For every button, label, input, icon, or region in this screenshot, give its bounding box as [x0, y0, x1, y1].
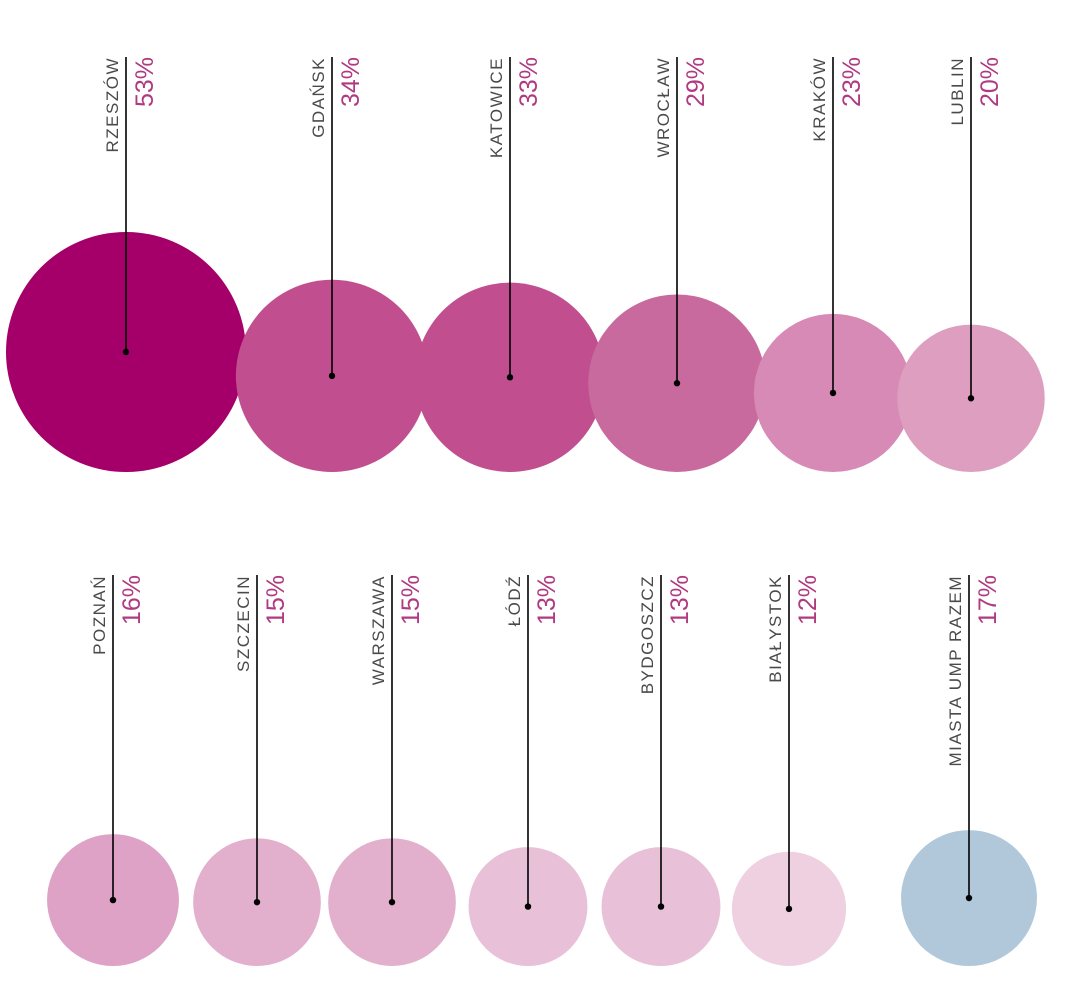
value-label: 13% [666, 575, 694, 625]
city-label: WARSZAWA [369, 575, 388, 685]
anchor-dot [524, 903, 532, 910]
anchor-dot [657, 903, 665, 910]
city-label: BYDGOSZCZ [638, 575, 657, 694]
bubble-item: SZCZECIN 15% [193, 575, 321, 966]
value-label: 13% [533, 575, 561, 625]
anchor-dot [829, 389, 837, 397]
city-label: POZNAŃ [90, 575, 109, 655]
bubble-item: RZESZÓW 53% [6, 57, 246, 472]
bubble-item: WROCŁAW 29% [588, 57, 766, 472]
value-label: 15% [397, 575, 425, 625]
city-label: WROCŁAW [654, 57, 673, 158]
anchor-dot [967, 395, 975, 402]
value-label: 12% [794, 575, 822, 625]
bubble-item: BYDGOSZCZ 13% [601, 575, 721, 966]
city-label: SZCZECIN [234, 575, 253, 672]
value-label: 33% [515, 57, 543, 107]
anchor-dot [122, 348, 130, 356]
city-label: KRAKÓW [810, 57, 829, 142]
bubble-item: GDAŃSK 34% [235, 57, 429, 473]
city-label: MIASTA UMP RAZEM [946, 575, 965, 767]
anchor-dot [109, 896, 117, 904]
value-label: 17% [974, 575, 1002, 625]
bubble-item: ŁÓDŹ 13% [468, 575, 588, 966]
city-label: LUBLIN [948, 57, 967, 126]
anchor-dot [253, 898, 261, 906]
value-label: 53% [131, 57, 159, 107]
value-label: 29% [682, 57, 710, 107]
bubble-item: POZNAŃ 16% [47, 575, 179, 967]
value-label: 34% [337, 57, 365, 107]
value-label: 15% [262, 575, 290, 625]
city-label: KATOWICE [487, 57, 506, 158]
value-label: 23% [838, 57, 866, 107]
city-label: ŁÓDŹ [505, 575, 524, 626]
anchor-dot [673, 380, 681, 387]
anchor-dot [965, 894, 973, 902]
bubble-item: KRAKÓW 23% [753, 57, 913, 472]
value-label: 16% [118, 575, 146, 625]
bubble-item: MIASTA UMP RAZEM 17% [901, 575, 1037, 966]
bubble-item: BIAŁYSTOK 12% [731, 575, 847, 966]
bubble-item: WARSZAWA 15% [328, 575, 456, 966]
anchor-dot [785, 905, 793, 913]
bubble-item: KATOWICE 33% [415, 57, 605, 472]
bubble-item: LUBLIN 20% [897, 57, 1045, 472]
city-label: RZESZÓW [103, 57, 122, 153]
city-label: BIAŁYSTOK [766, 575, 785, 683]
value-label: 20% [976, 57, 1004, 107]
chart-marks: RZESZÓW 53% GDAŃSK 34% KATOWICE 33% WROCŁAW 29%… [6, 57, 1045, 967]
anchor-dot [388, 898, 396, 906]
city-label: GDAŃSK [309, 57, 328, 138]
anchor-dot [328, 372, 336, 380]
anchor-dot [506, 374, 514, 381]
